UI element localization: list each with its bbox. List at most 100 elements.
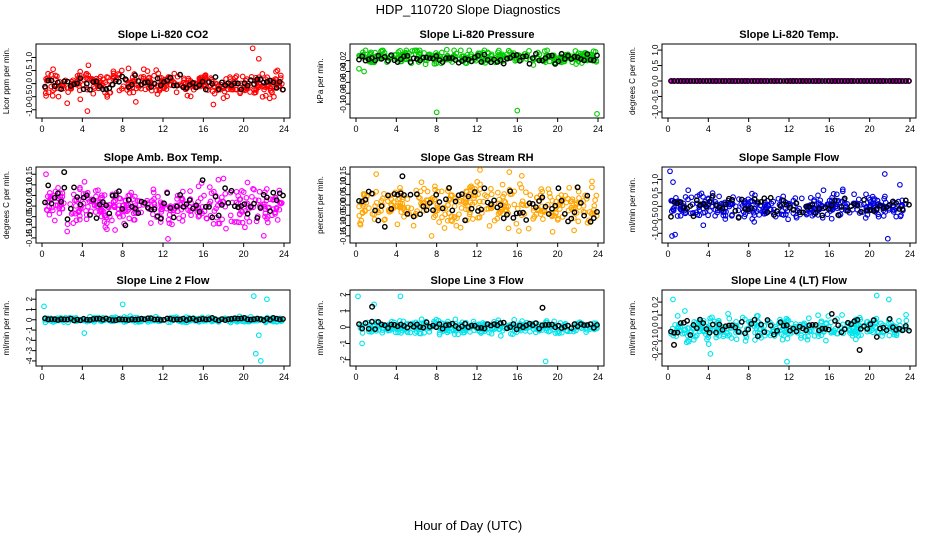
data-point-outlier [260,232,267,239]
data-point [51,194,58,201]
data-point-outlier [369,303,376,310]
data-point [700,320,707,326]
data-point [244,316,251,323]
data-point [55,317,61,323]
data-point [500,215,507,222]
data-point [109,81,116,88]
data-point [193,202,200,209]
data-point [186,197,193,204]
data-point [674,329,681,336]
data-point [767,206,774,213]
data-point [76,72,83,79]
data-point [170,316,177,323]
x-tick-label: 8 [746,124,751,134]
data-point [555,185,562,192]
data-point [776,327,783,334]
data-point [671,329,678,336]
data-point [581,212,587,219]
data-point [207,198,214,205]
data-point [161,200,167,207]
data-point [838,78,845,84]
x-tick-label: 4 [80,249,85,259]
data-point [525,225,532,232]
data-point [93,315,100,322]
data-point [257,204,264,211]
data-point-outlier [873,292,880,299]
data-point [157,82,164,89]
x-tick-label: 20 [239,372,249,382]
data-point [274,67,281,74]
data-point [262,213,268,220]
data-point [71,184,77,191]
data-point [116,78,122,85]
data-point [356,321,362,327]
data-point [401,207,408,214]
x-tick-label: 24 [593,249,603,259]
data-point [468,205,475,212]
data-point [131,216,138,223]
data-point [458,191,465,198]
data-point [752,337,758,343]
data-point [204,215,210,222]
data-point [742,78,748,84]
data-point-outlier [264,296,270,303]
data-point [510,321,517,327]
y-tick-label: 0.0 [25,78,34,90]
data-point [426,55,433,61]
data-point [575,218,582,225]
data-point [736,196,742,202]
data-point [848,78,854,84]
data-point [518,173,525,179]
series-hourly-mean [42,314,286,324]
data-point [173,316,180,323]
data-point [875,213,882,220]
data-point [64,216,71,223]
series-samples [41,293,285,364]
data-point [536,57,542,64]
data-point [722,78,729,84]
data-point [215,86,222,93]
data-point [365,325,372,332]
data-point [790,78,797,84]
x-tick-label: 12 [472,249,482,259]
data-point [707,208,713,214]
data-point [120,213,126,219]
data-point [197,195,204,202]
data-point [497,320,504,326]
data-point [899,327,906,334]
x-tick-label: 16 [512,372,522,382]
data-point [87,86,93,93]
data-point [74,194,81,201]
data-point [83,80,90,87]
data-point [533,326,540,333]
data-point [92,188,99,194]
data-point [141,199,148,206]
data-point [742,338,749,344]
data-point [838,203,845,210]
data-point [500,60,507,67]
data-point-outlier [119,301,126,308]
data-point [74,80,81,87]
panel-title: Slope Li-820 Temp. [739,29,838,41]
y-tick-label: -0.5 [651,89,660,103]
data-point [97,199,103,205]
data-point [59,82,65,89]
data-point [122,222,129,229]
data-point [391,191,398,197]
data-point [438,188,445,195]
data-point [45,77,52,84]
data-point [783,78,790,84]
y-tick-label: 0.5 [25,64,34,76]
data-point [211,208,218,214]
data-point [68,211,75,217]
data-point [73,217,80,224]
data-point [119,203,126,209]
data-point [593,192,600,199]
x-tick-label: 0 [39,372,44,382]
data-point [212,193,219,200]
data-point [444,202,451,208]
data-point [504,211,510,218]
data-point-outlier [64,100,71,107]
data-point [767,78,774,84]
data-point-outlier [373,171,380,177]
